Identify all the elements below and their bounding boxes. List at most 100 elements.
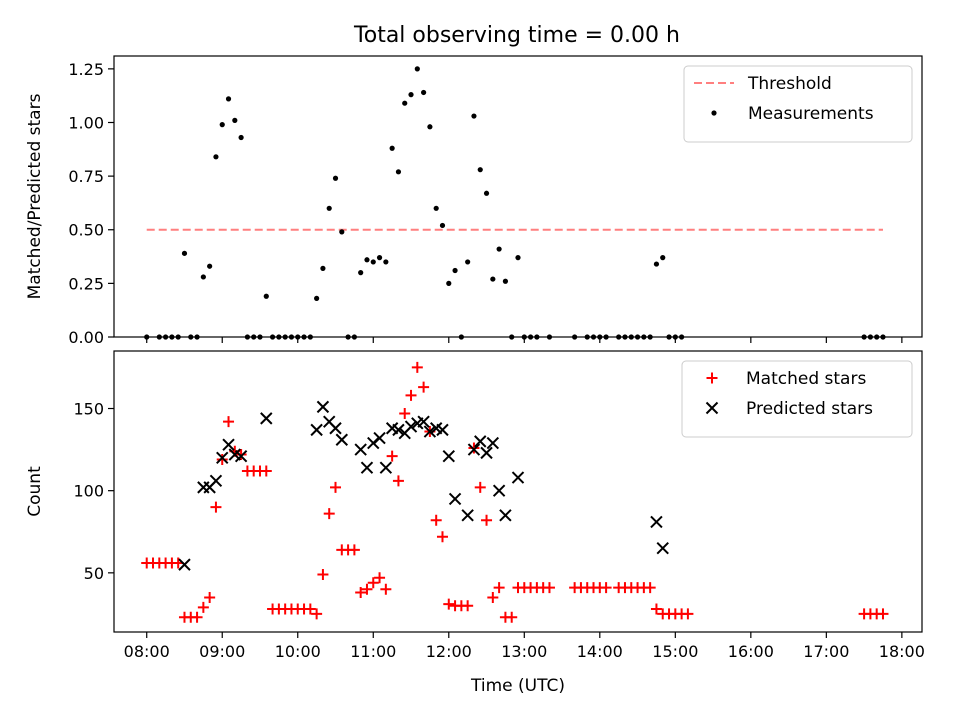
matched-star-point bbox=[399, 407, 411, 419]
legend-box bbox=[681, 360, 913, 438]
measurement-point bbox=[597, 334, 603, 340]
predicted-star-point bbox=[222, 438, 235, 451]
measurement-point bbox=[861, 334, 867, 340]
measurement-point bbox=[389, 145, 395, 151]
measurement-point bbox=[666, 334, 672, 340]
matched-star-point bbox=[436, 531, 448, 543]
legend-box bbox=[683, 65, 913, 143]
matched-star-point bbox=[468, 442, 480, 454]
legend-marker bbox=[705, 401, 719, 415]
measurement-point bbox=[194, 334, 200, 340]
matched-star-point bbox=[877, 608, 889, 620]
matched-star-point bbox=[330, 481, 342, 493]
matched-star-point bbox=[411, 361, 423, 373]
y-tick-label: 0.25 bbox=[68, 274, 104, 293]
measurement-point bbox=[163, 334, 169, 340]
matched-star-point bbox=[260, 465, 272, 477]
matched-star-point bbox=[197, 601, 209, 613]
measurement-point bbox=[546, 334, 553, 340]
measurement-point bbox=[213, 154, 219, 160]
matched-star-point bbox=[481, 514, 493, 526]
x-tick-label: 18:00 bbox=[879, 642, 925, 661]
legend-marker bbox=[706, 372, 718, 384]
matched-star-point bbox=[374, 572, 386, 584]
matched-star-point bbox=[474, 481, 486, 493]
measurement-point bbox=[590, 334, 597, 340]
measurement-point bbox=[188, 334, 194, 340]
matched-star-point bbox=[392, 475, 404, 487]
matched-star-point bbox=[311, 608, 323, 620]
measurement-point bbox=[200, 274, 206, 280]
measurement-point bbox=[483, 190, 490, 196]
matched-star-point bbox=[216, 453, 228, 465]
measurement-point bbox=[471, 113, 477, 119]
matched-star-point bbox=[210, 501, 222, 513]
matched-star-point bbox=[644, 582, 656, 594]
matched-star-point bbox=[367, 577, 379, 589]
matched-star-point bbox=[304, 603, 316, 615]
matched-star-point bbox=[443, 598, 455, 610]
measurement-point bbox=[880, 334, 886, 340]
measurement-point bbox=[867, 334, 873, 340]
x-tick-label: 15:00 bbox=[652, 642, 698, 661]
legend-marker bbox=[711, 110, 717, 116]
y-axis-label: Matched/Predicted stars bbox=[25, 93, 45, 299]
predicted-star-point bbox=[417, 415, 430, 428]
measurement-point bbox=[660, 255, 666, 261]
matched-star-point bbox=[386, 450, 398, 462]
measurement-point bbox=[295, 334, 301, 340]
measurement-point bbox=[603, 334, 609, 340]
measurement-point bbox=[408, 92, 414, 98]
matched-star-point bbox=[430, 514, 442, 526]
x-tick-label: 16:00 bbox=[728, 642, 774, 661]
measurement-point bbox=[263, 293, 269, 299]
predicted-star-point bbox=[392, 423, 405, 437]
measurement-point bbox=[427, 124, 433, 130]
legend-label: Predicted stars bbox=[746, 399, 873, 419]
predicted-star-point bbox=[467, 443, 481, 456]
measurement-point bbox=[502, 278, 509, 284]
predicted-star-point bbox=[656, 541, 669, 555]
measurement-point bbox=[628, 334, 634, 340]
predicted-star-point bbox=[499, 509, 512, 522]
measurement-point bbox=[874, 334, 880, 340]
figure-title: Total observing time = 0.00 h bbox=[353, 23, 680, 48]
legend: Matched stars Predicted stars bbox=[681, 360, 913, 438]
x-tick-label: 08:00 bbox=[124, 642, 170, 661]
matched-star-point bbox=[543, 582, 555, 594]
measurement-point bbox=[672, 334, 678, 340]
predicted-star-point bbox=[316, 400, 330, 414]
measurement-point bbox=[395, 169, 402, 175]
matched-star-point bbox=[493, 582, 505, 594]
predicted-star-point bbox=[373, 431, 386, 445]
predicted-star-point bbox=[329, 422, 342, 435]
matched-star-point bbox=[405, 389, 417, 401]
series-predicted-stars bbox=[178, 400, 669, 571]
measurement-point bbox=[458, 334, 464, 340]
measurement-point bbox=[288, 334, 295, 340]
measurement-point bbox=[232, 117, 238, 123]
matched-star-point bbox=[506, 611, 518, 623]
predicted-star-point bbox=[492, 484, 506, 497]
measurement-point bbox=[370, 259, 376, 265]
predicted-star-point bbox=[260, 412, 273, 425]
matched-star-point bbox=[355, 587, 367, 599]
measurement-point bbox=[207, 263, 213, 269]
matched-star-point bbox=[235, 449, 247, 461]
y-tick-label: 1.00 bbox=[68, 113, 104, 132]
measurement-point bbox=[307, 334, 313, 340]
measurement-point bbox=[433, 205, 439, 211]
legend-label: Measurements bbox=[748, 104, 874, 124]
measurement-point bbox=[238, 134, 244, 141]
matched-star-point bbox=[361, 583, 373, 595]
bottom-panel-counts: 50 100 150 08:00 09:00 10:00 11:00 12:00 13:00 14… bbox=[25, 350, 925, 696]
predicted-star-point bbox=[379, 461, 393, 474]
y-tick-label: 0.00 bbox=[68, 328, 104, 347]
predicted-star-point bbox=[209, 474, 223, 488]
x-tick-label: 09:00 bbox=[199, 642, 245, 661]
y-tick-label: 1.25 bbox=[68, 60, 104, 79]
predicted-star-point bbox=[461, 509, 474, 522]
predicted-star-point bbox=[354, 443, 367, 456]
matched-star-point bbox=[223, 416, 235, 428]
measurement-point bbox=[527, 334, 534, 340]
